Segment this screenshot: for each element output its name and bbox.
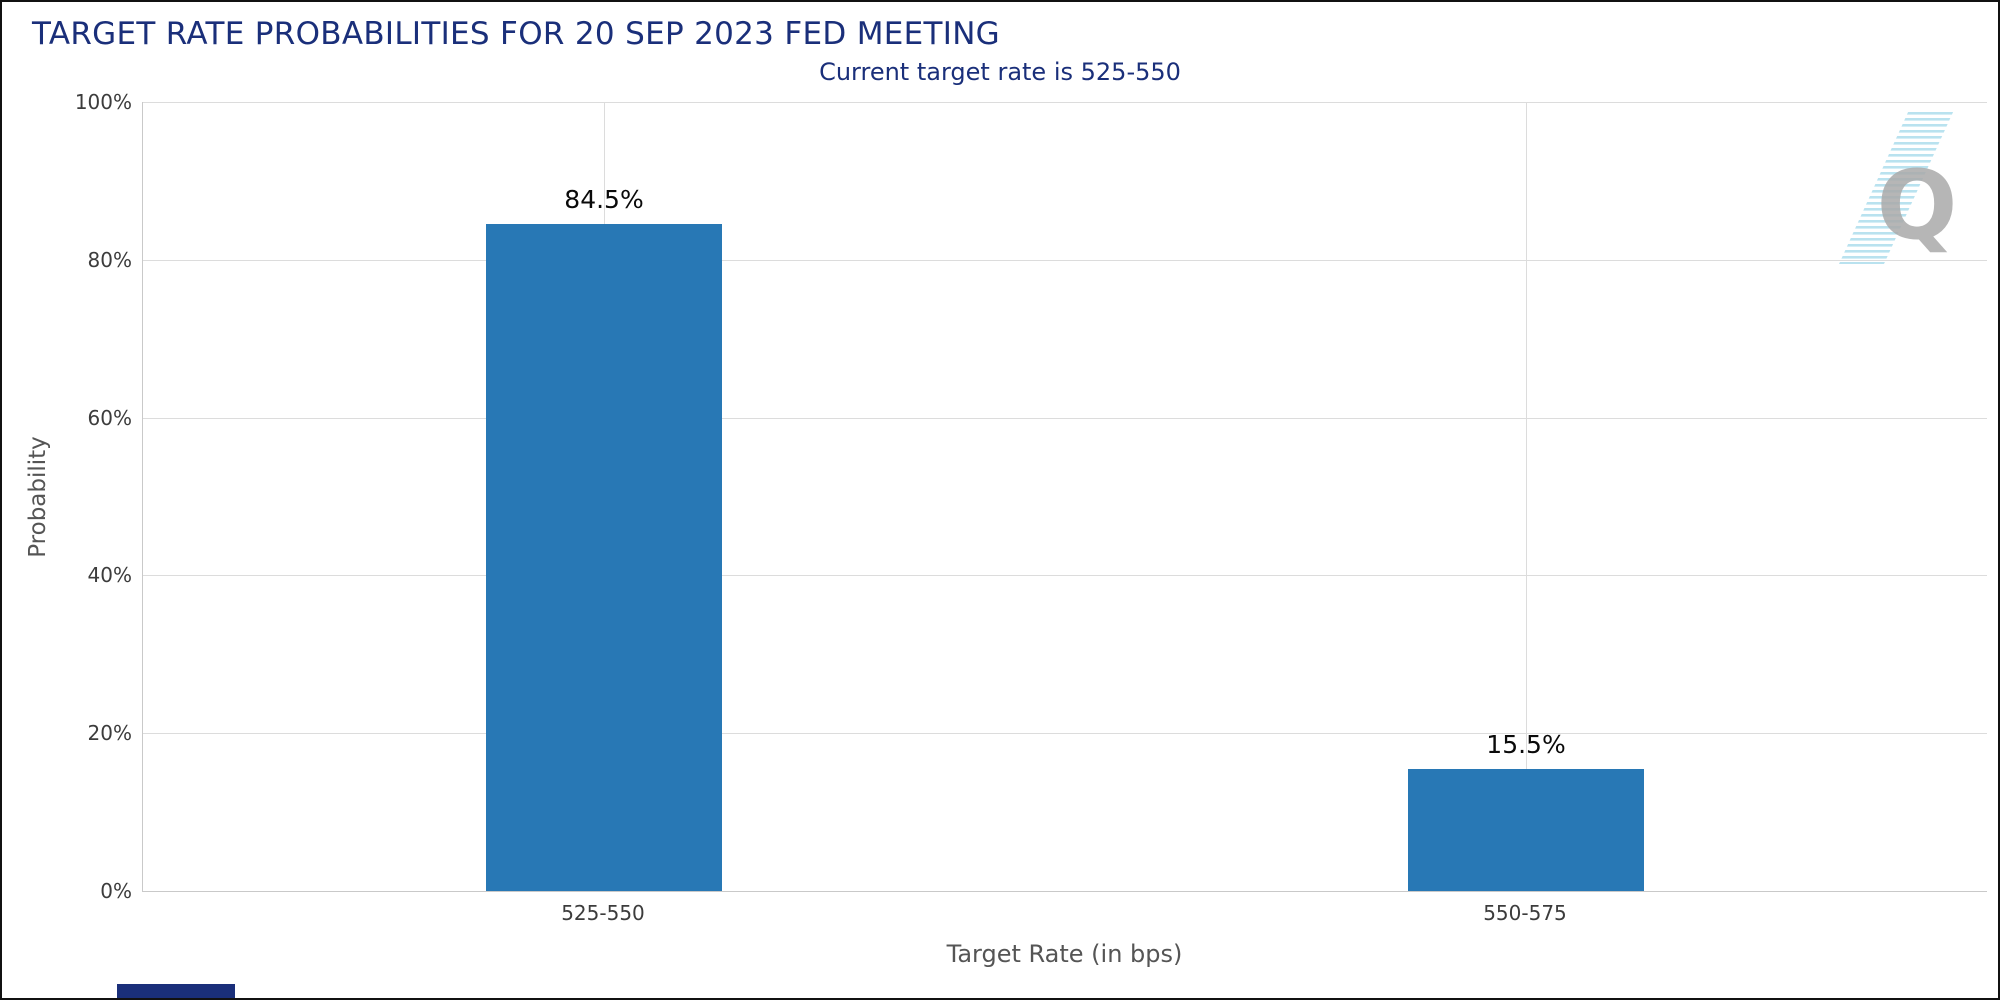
y-tick-label: 40% bbox=[87, 563, 132, 588]
h-gridline bbox=[143, 575, 1987, 577]
chart-subtitle: Current target rate is 525-550 bbox=[819, 58, 1181, 86]
plot-area: 84.5% 15.5% bbox=[142, 102, 1987, 892]
bar-value-label: 84.5% bbox=[564, 185, 644, 215]
y-tick-label: 20% bbox=[87, 721, 132, 746]
v-gridline bbox=[1526, 102, 1527, 891]
h-gridline bbox=[143, 417, 1987, 419]
y-tick-label: 0% bbox=[100, 879, 132, 903]
h-gridline bbox=[143, 259, 1987, 261]
x-tick-label: 525-550 bbox=[561, 901, 645, 925]
bar-525-550 bbox=[486, 224, 722, 891]
chart-title: TARGET RATE PROBABILITIES FOR 20 SEP 202… bbox=[32, 16, 1000, 52]
y-axis-label: Probability bbox=[25, 436, 51, 558]
x-axis-label: Target Rate (in bps) bbox=[946, 940, 1183, 968]
watermark-letter: Q bbox=[1877, 151, 1958, 261]
y-tick-label: 100% bbox=[74, 90, 132, 114]
y-tick-label: 80% bbox=[87, 247, 132, 272]
bar-value-label: 15.5% bbox=[1486, 729, 1566, 759]
branding-strip bbox=[117, 984, 235, 998]
x-tick-label: 550-575 bbox=[1483, 901, 1567, 925]
h-gridline bbox=[143, 102, 1987, 103]
bar-550-575 bbox=[1408, 768, 1644, 891]
h-gridline bbox=[143, 733, 1987, 735]
y-tick-label: 60% bbox=[87, 405, 132, 430]
watermark-hatch-icon bbox=[1839, 110, 1954, 264]
watermark-q-logo: Q bbox=[1839, 110, 1958, 264]
